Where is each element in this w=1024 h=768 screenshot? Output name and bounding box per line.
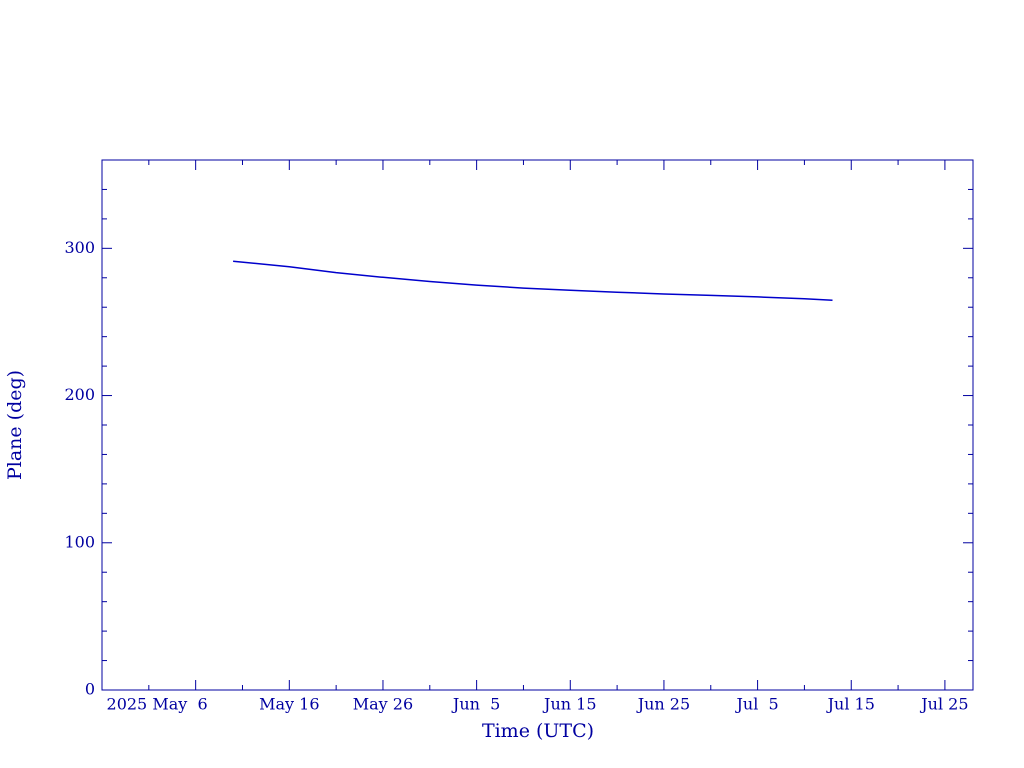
y-tick-label: 100 bbox=[64, 532, 95, 551]
x-tick-label: Jun 5 bbox=[451, 695, 500, 714]
x-tick-label: May 26 bbox=[353, 695, 413, 714]
x-tick-label: 2025 May 6 bbox=[107, 695, 208, 714]
x-axis-title: Time (UTC) bbox=[482, 720, 594, 742]
plot-frame bbox=[101, 159, 974, 691]
x-tick-label: Jun 15 bbox=[542, 695, 596, 714]
y-tick-label: 0 bbox=[85, 680, 95, 699]
data-line bbox=[233, 260, 833, 301]
x-tick-label: Jul 25 bbox=[919, 695, 968, 714]
y-tick-label: 300 bbox=[64, 238, 95, 257]
y-tick-label: 200 bbox=[64, 385, 95, 404]
x-tick-label: Jul 5 bbox=[734, 695, 778, 714]
x-tick-label: Jul 15 bbox=[826, 695, 875, 714]
y-axis-title: Plane (deg) bbox=[4, 370, 26, 480]
x-tick-label: May 16 bbox=[259, 695, 319, 714]
x-tick-label: Jun 25 bbox=[636, 695, 690, 714]
